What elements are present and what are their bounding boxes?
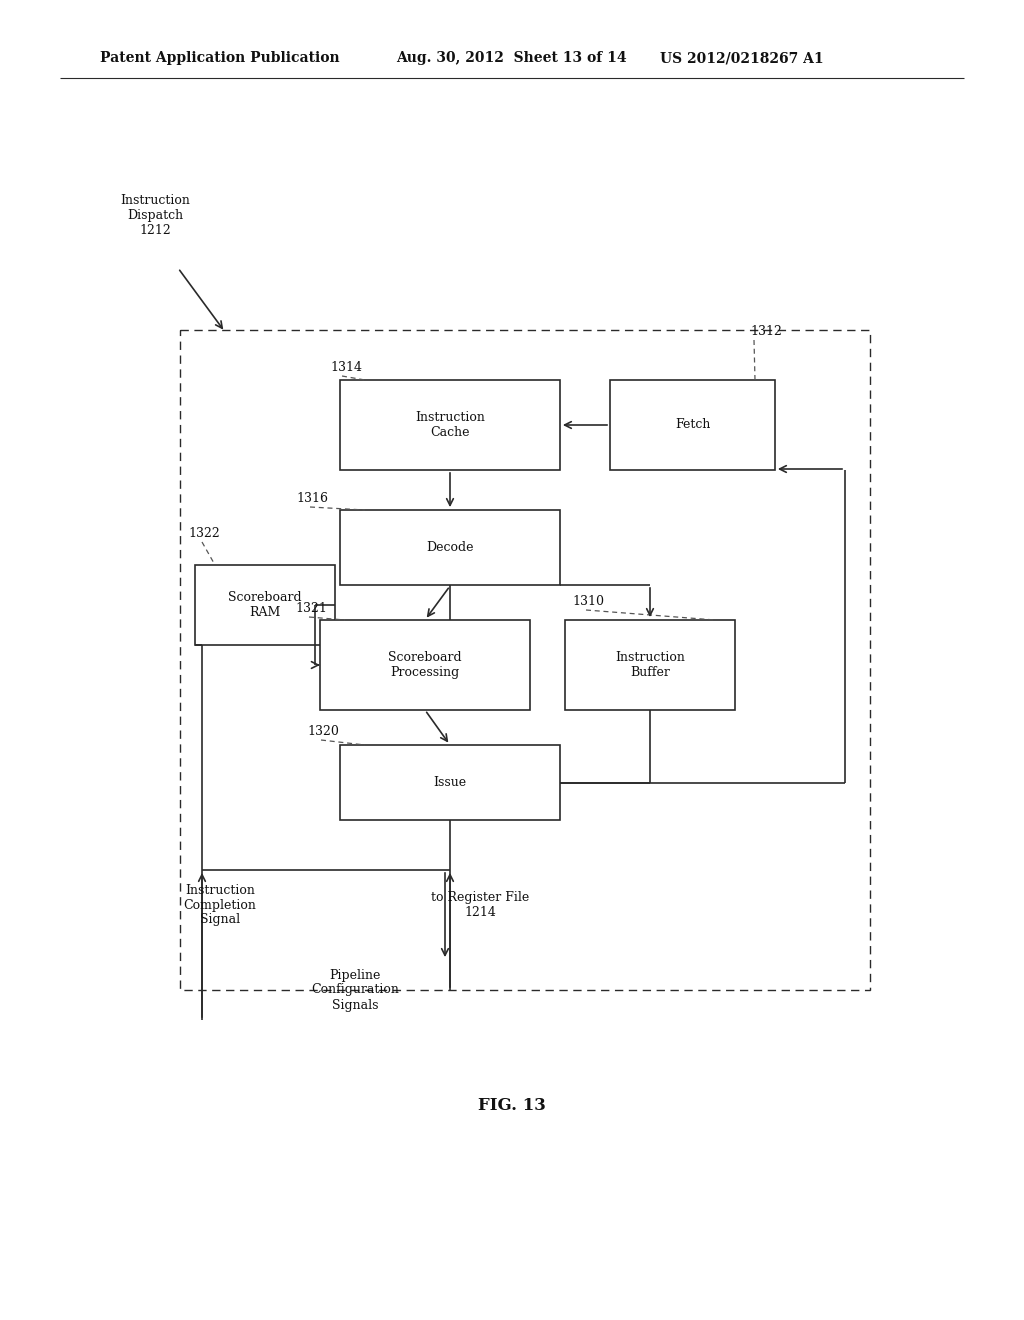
Bar xyxy=(180,330,870,990)
Bar xyxy=(610,380,775,470)
Bar xyxy=(340,510,560,585)
Text: 1310: 1310 xyxy=(572,595,604,609)
Bar xyxy=(319,620,530,710)
Text: to Register File
1214: to Register File 1214 xyxy=(431,891,529,919)
Bar xyxy=(195,565,335,645)
Bar xyxy=(340,744,560,820)
Text: Fetch: Fetch xyxy=(675,418,711,432)
Text: 1312: 1312 xyxy=(750,325,782,338)
Text: US 2012/0218267 A1: US 2012/0218267 A1 xyxy=(660,51,823,65)
Text: Aug. 30, 2012  Sheet 13 of 14: Aug. 30, 2012 Sheet 13 of 14 xyxy=(396,51,627,65)
Text: 1322: 1322 xyxy=(188,527,220,540)
Text: Scoreboard
Processing: Scoreboard Processing xyxy=(388,651,462,678)
Text: Decode: Decode xyxy=(426,541,474,554)
Text: FIG. 13: FIG. 13 xyxy=(478,1097,546,1114)
Text: Patent Application Publication: Patent Application Publication xyxy=(100,51,340,65)
Text: 1321: 1321 xyxy=(295,602,327,615)
Bar xyxy=(340,380,560,470)
Text: 1320: 1320 xyxy=(307,725,339,738)
Text: Instruction
Completion
Signal: Instruction Completion Signal xyxy=(183,883,256,927)
Text: 1316: 1316 xyxy=(296,492,328,506)
Text: Instruction
Cache: Instruction Cache xyxy=(415,411,485,440)
Text: Issue: Issue xyxy=(433,776,467,789)
Text: Pipeline
Configuration
Signals: Pipeline Configuration Signals xyxy=(311,969,399,1011)
Text: Scoreboard
RAM: Scoreboard RAM xyxy=(228,591,302,619)
Text: 1314: 1314 xyxy=(330,360,362,374)
Text: Instruction
Buffer: Instruction Buffer xyxy=(615,651,685,678)
Text: Instruction
Dispatch
1212: Instruction Dispatch 1212 xyxy=(120,194,189,236)
Bar xyxy=(565,620,735,710)
